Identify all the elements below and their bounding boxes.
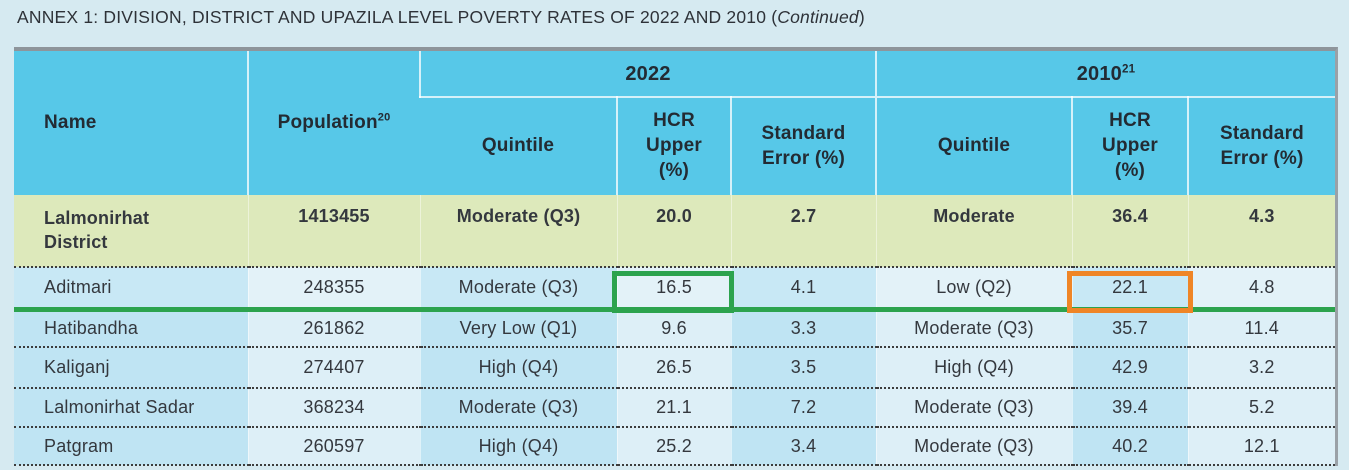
cell-population: 1413455 <box>247 195 420 268</box>
group-header-2022: 2022 <box>419 51 876 98</box>
cell-standard-error-2022: 7.2 <box>730 388 876 428</box>
cell-standard-error-2010: 3.2 <box>1187 347 1336 389</box>
cell-hcr-upper-2010: 39.4 <box>1071 388 1188 428</box>
page-title-suffix: ) <box>858 7 865 27</box>
page-title-continued: Continued <box>777 7 859 27</box>
cell-standard-error-2010: 12.1 <box>1187 427 1336 466</box>
table-row-lalmonirhat-sadar: Lalmonirhat Sadar 368234 Moderate (Q3) 2… <box>14 388 1336 428</box>
cell-name: Hatibandha <box>14 309 248 348</box>
cell-standard-error-2010: 4.3 <box>1187 195 1336 268</box>
cell-hcr-upper-2010: 40.2 <box>1071 427 1188 466</box>
cell-quintile-2022: Very Low (Q1) <box>419 309 617 348</box>
cell-standard-error-2022: 3.5 <box>730 347 876 389</box>
cell-population: 368234 <box>247 388 420 428</box>
cell-quintile-2010: High (Q4) <box>875 347 1072 389</box>
cell-hcr-upper-2022: 20.0 <box>616 195 731 268</box>
cell-quintile-2010: Low (Q2) <box>875 267 1072 312</box>
cell-quintile-2010: Moderate (Q3) <box>875 388 1072 428</box>
page-title: ANNEX 1: DIVISION, DISTRICT AND UPAZILA … <box>17 7 1337 28</box>
cell-standard-error-2010: 11.4 <box>1187 309 1336 348</box>
cell-hcr-upper-2022: 26.5 <box>616 347 731 389</box>
table-body: Lalmonirhat District 1413455 Moderate (Q… <box>14 195 1336 466</box>
cell-quintile-2010: Moderate (Q3) <box>875 309 1072 348</box>
cell-standard-error-2010: 5.2 <box>1187 388 1336 428</box>
cell-hcr-upper-2022: 9.6 <box>616 309 731 348</box>
cell-hcr-upper-2022: 21.1 <box>616 388 731 428</box>
table-row-hatibandha: Hatibandha 261862 Very Low (Q1) 9.6 3.3 … <box>14 309 1336 348</box>
cell-standard-error-2010: 4.8 <box>1187 267 1336 312</box>
col-header-hcr-upper-2010: HCR Upper (%) <box>1071 97 1188 195</box>
cell-name: Lalmonirhat Sadar <box>14 388 248 428</box>
cell-name: Kaliganj <box>14 347 248 389</box>
annotation-box-2022-hcr <box>612 271 734 313</box>
cell-standard-error-2022: 3.4 <box>730 427 876 466</box>
cell-quintile-2022: High (Q4) <box>419 347 617 389</box>
group-header-2010: 201021 <box>874 51 1336 98</box>
cell-quintile-2022: High (Q4) <box>419 427 617 466</box>
cell-standard-error-2022: 3.3 <box>730 309 876 348</box>
header-group-row: Name Population20 2022 201021 <box>14 51 1336 195</box>
cell-quintile-2010: Moderate (Q3) <box>875 427 1072 466</box>
cell-standard-error-2022: 2.7 <box>730 195 876 268</box>
col-header-standard-error-2022: Standard Error (%) <box>730 97 876 195</box>
cell-quintile-2022: Moderate (Q3) <box>419 388 617 428</box>
cell-hcr-upper-2010: 36.4 <box>1071 195 1188 268</box>
col-header-quintile-2010: Quintile <box>875 97 1072 195</box>
cell-standard-error-2022: 4.1 <box>730 267 876 312</box>
page-title-text: ANNEX 1: DIVISION, DISTRICT AND UPAZILA … <box>17 7 778 27</box>
district-summary-row: Lalmonirhat District 1413455 Moderate (Q… <box>14 195 1336 268</box>
table-header: Name Population20 2022 201021 Quintile H… <box>14 51 1336 195</box>
poverty-table: Name Population20 2022 201021 Quintile H… <box>14 51 1336 466</box>
table-row-kaliganj: Kaliganj 274407 High (Q4) 26.5 3.5 High … <box>14 347 1336 389</box>
annotation-box-2010-hcr <box>1067 271 1193 313</box>
cell-hcr-upper-2010: 42.9 <box>1071 347 1188 389</box>
table-row-aditmari: Aditmari 248355 Moderate (Q3) 16.5 4.1 L… <box>14 267 1336 312</box>
header-sub-row: Quintile HCR Upper (%) Standard Error (%… <box>14 97 1336 195</box>
cell-population: 248355 <box>247 267 420 312</box>
cell-hcr-upper-2022: 25.2 <box>616 427 731 466</box>
cell-population: 274407 <box>247 347 420 389</box>
cell-name: Lalmonirhat District <box>14 195 248 268</box>
col-header-population: Population20 <box>247 51 420 195</box>
cell-quintile-2022: Moderate (Q3) <box>419 195 617 268</box>
col-header-name: Name <box>14 51 248 195</box>
cell-population: 261862 <box>247 309 420 348</box>
cell-hcr-upper-2010: 35.7 <box>1071 309 1188 348</box>
cell-name: Patgram <box>14 427 248 466</box>
year-2010-footnote-ref: 21 <box>1122 61 1136 75</box>
cell-name: Aditmari <box>14 267 248 312</box>
population-footnote-ref: 20 <box>377 111 391 124</box>
poverty-table-wrap: Name Population20 2022 201021 Quintile H… <box>14 47 1338 466</box>
cell-population: 260597 <box>247 427 420 466</box>
col-header-hcr-upper-2022: HCR Upper (%) <box>616 97 731 195</box>
table-row-patgram: Patgram 260597 High (Q4) 25.2 3.4 Modera… <box>14 427 1336 466</box>
col-header-quintile-2022: Quintile <box>420 97 617 195</box>
col-header-standard-error-2010: Standard Error (%) <box>1186 97 1336 195</box>
cell-quintile-2022: Moderate (Q3) <box>419 267 617 312</box>
cell-quintile-2010: Moderate <box>875 195 1072 268</box>
